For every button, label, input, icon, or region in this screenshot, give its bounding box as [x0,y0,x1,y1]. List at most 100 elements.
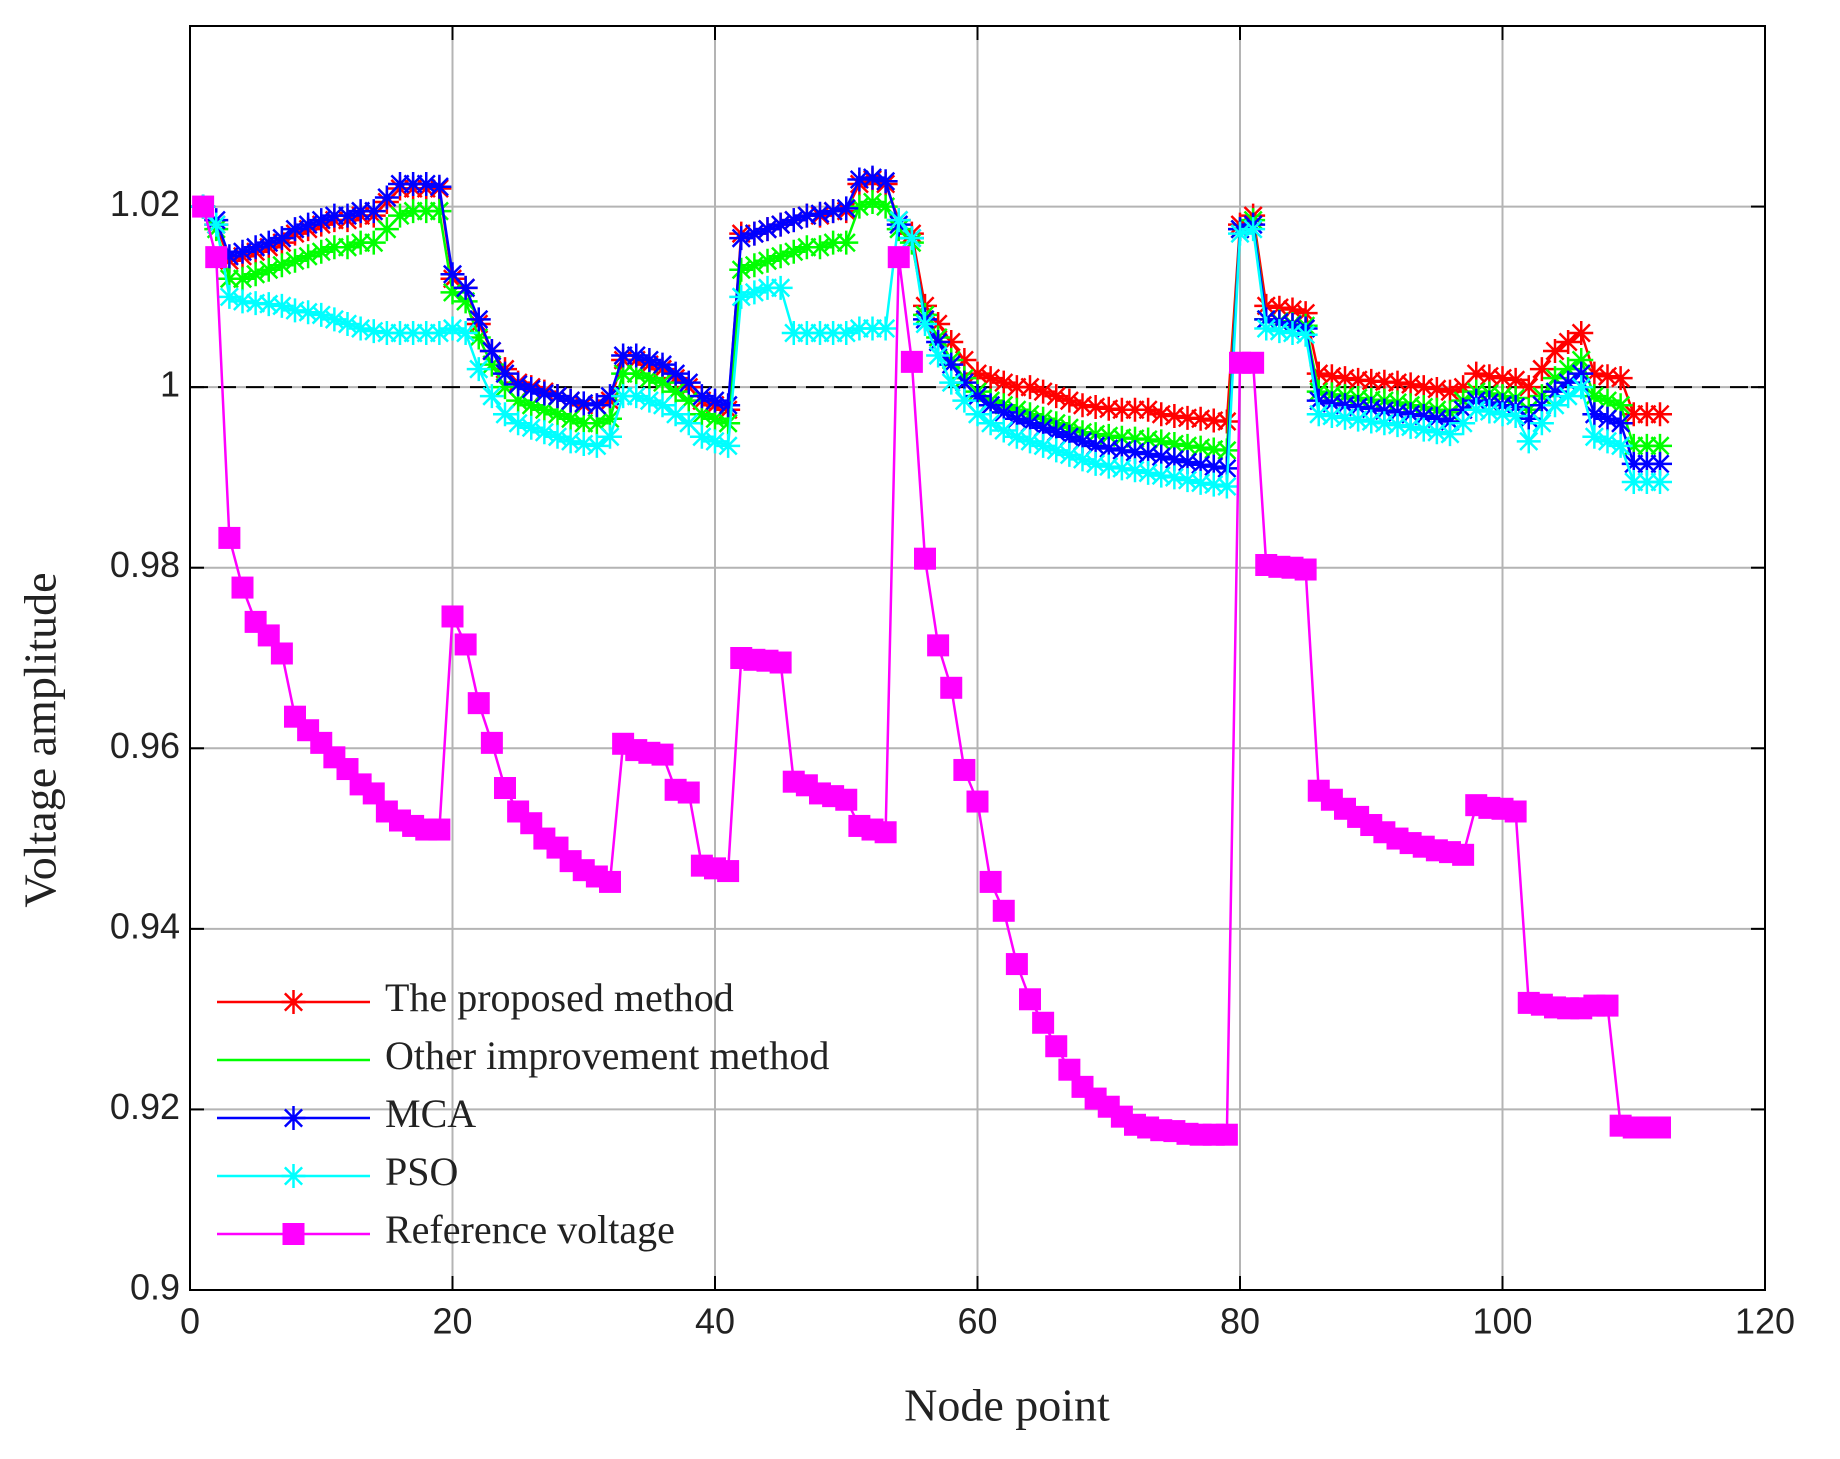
asterisk-marker [1333,405,1357,430]
asterisk-marker [1608,366,1633,391]
asterisk-marker [493,402,517,427]
asterisk-marker [1136,441,1161,466]
asterisk-marker [1083,433,1108,458]
asterisk-marker [808,235,832,260]
asterisk-marker [1319,364,1344,389]
asterisk-marker [1372,369,1397,394]
asterisk-marker [283,298,307,323]
asterisk-marker [545,402,570,427]
asterisk-marker [847,167,872,192]
asterisk-marker [1149,402,1174,427]
asterisk-marker [453,275,478,300]
asterisk-marker [939,352,964,377]
asterisk-marker [296,244,321,269]
asterisk-marker [440,280,465,305]
asterisk-marker [1214,409,1239,434]
asterisk-marker [1267,295,1292,320]
series [192,195,1671,1146]
asterisk-marker [939,370,964,395]
asterisk-marker [506,388,531,413]
asterisk-marker [1595,388,1620,413]
asterisk-marker [1031,379,1056,404]
asterisk-marker [1411,375,1436,400]
asterisk-marker [1070,429,1095,454]
asterisk-marker [1267,319,1292,344]
asterisk-marker [519,376,544,401]
asterisk-marker [1451,375,1476,400]
legend-label: MCA [385,1091,476,1136]
asterisk-marker [1503,367,1528,392]
asterisk-marker [1044,438,1069,463]
square-marker [979,870,1002,893]
y-tick-label: 0.94 [110,905,180,946]
asterisk-marker [1477,399,1502,424]
asterisk-marker [1648,433,1672,458]
square-marker [362,782,385,805]
asterisk-marker [1595,429,1620,454]
asterisk-marker [1372,398,1397,423]
asterisk-marker [899,226,924,251]
asterisk-marker [519,393,544,418]
asterisk-marker [1175,405,1200,430]
asterisk-marker [1254,293,1279,318]
asterisk-marker [374,320,399,345]
asterisk-marker [1162,432,1187,457]
asterisk-marker [1438,422,1462,447]
asterisk-marker [243,291,268,316]
x-axis-label: Node point [904,1380,1110,1431]
asterisk-marker [926,330,951,354]
asterisk-marker [453,320,478,345]
asterisk-marker [230,266,255,291]
asterisk-marker [1372,411,1397,436]
y-tick-label: 1 [160,364,180,405]
square-marker [257,624,280,647]
asterisk-marker [335,311,360,336]
asterisk-marker [269,293,294,318]
asterisk-marker [847,194,872,219]
asterisk-marker [676,370,701,395]
asterisk-marker [1109,425,1134,450]
asterisk-marker [532,381,557,406]
asterisk-marker [978,366,1003,391]
asterisk-marker [388,320,412,345]
asterisk-marker [860,190,885,215]
asterisk-marker [361,319,386,344]
legend-label: Other improvement method [385,1033,829,1078]
asterisk-marker [650,352,675,377]
square-marker [874,821,897,844]
asterisk-marker [1254,316,1279,341]
asterisk-marker [1424,376,1449,401]
asterisk-marker [755,217,780,242]
asterisk-marker [847,316,872,341]
asterisk-marker [1188,452,1213,477]
square-marker [992,899,1015,922]
asterisk-marker [965,361,990,386]
square-marker [1452,843,1475,866]
asterisk-marker [952,348,977,373]
asterisk-marker [1057,388,1082,413]
y-tick-label: 0.96 [110,725,180,766]
square-marker [231,576,254,599]
asterisk-marker [1004,375,1029,400]
asterisk-marker [703,388,727,413]
legend: The proposed method Other improvement met… [217,975,829,1252]
asterisk-marker [913,311,937,336]
asterisk-marker [479,384,504,409]
square-marker [1045,1035,1068,1058]
asterisk-marker [414,172,439,196]
asterisk-marker [1096,396,1121,421]
asterisk-marker [1319,404,1344,429]
asterisk-marker [1004,406,1029,431]
asterisk-marker [689,424,714,449]
asterisk-marker [493,361,517,386]
series-line [202,205,1660,488]
asterisk-marker [689,384,714,409]
square-marker [467,692,490,715]
square-marker [599,870,621,893]
asterisk-marker [571,432,596,457]
asterisk-marker [545,424,570,449]
square-marker [717,860,740,883]
asterisk-marker [926,311,951,336]
asterisk-marker [755,248,780,273]
asterisk-marker [1634,451,1659,476]
